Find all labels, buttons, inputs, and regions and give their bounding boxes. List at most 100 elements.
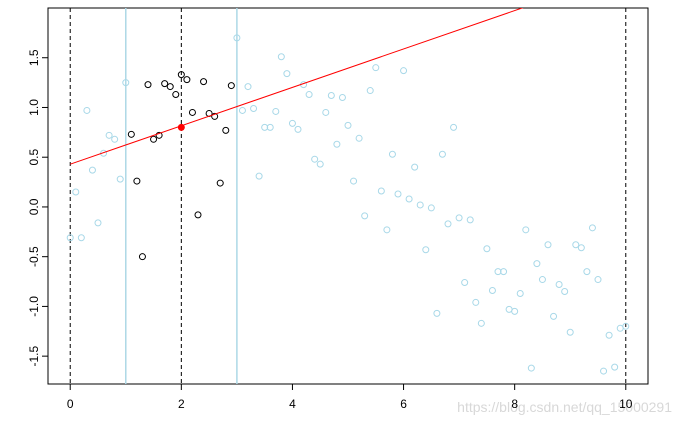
- point: [66, 234, 74, 242]
- fit-line: [70, 8, 524, 165]
- point: [438, 150, 446, 158]
- point: [483, 245, 491, 253]
- point: [461, 279, 469, 287]
- point: [172, 91, 180, 99]
- point: [522, 226, 530, 234]
- point: [405, 195, 413, 203]
- x-tick-label: 0: [67, 397, 74, 411]
- point: [138, 253, 146, 261]
- point: [244, 83, 252, 91]
- point: [111, 135, 119, 143]
- plot-frame: [47, 7, 649, 385]
- point: [500, 268, 508, 276]
- point: [311, 155, 319, 163]
- point: [588, 224, 596, 232]
- point: [433, 309, 441, 317]
- x-tick-label: 10: [619, 397, 633, 411]
- point: [200, 78, 208, 86]
- point: [77, 234, 85, 242]
- point: [344, 121, 352, 129]
- point: [555, 281, 563, 289]
- point: [277, 53, 285, 61]
- point: [122, 79, 130, 87]
- point: [161, 80, 169, 88]
- y-tick-label: 0.5: [27, 149, 41, 166]
- point: [288, 119, 296, 127]
- point: [527, 364, 535, 372]
- point: [144, 81, 152, 89]
- point: [533, 260, 541, 268]
- point: [372, 64, 380, 72]
- point: [466, 216, 474, 224]
- point: [538, 276, 546, 284]
- point: [94, 219, 102, 227]
- y-tick-label: -1.0: [27, 296, 41, 317]
- point: [350, 177, 358, 185]
- y-tick-label: -0.5: [27, 246, 41, 267]
- point: [400, 67, 408, 75]
- y-tick-label: 1.0: [27, 99, 41, 116]
- point: [394, 190, 402, 198]
- point: [361, 212, 369, 220]
- point: [150, 135, 158, 143]
- point: [316, 160, 324, 168]
- point: [222, 126, 230, 134]
- point: [488, 286, 496, 294]
- point: [583, 268, 591, 276]
- point: [550, 312, 558, 320]
- point: [155, 131, 163, 139]
- point: [233, 34, 241, 42]
- point: [566, 328, 574, 336]
- point: [327, 92, 335, 100]
- point: [177, 71, 185, 79]
- point: [411, 163, 419, 171]
- point: [72, 188, 80, 196]
- point: [238, 106, 246, 114]
- point: [427, 204, 435, 212]
- point: [600, 367, 608, 375]
- point: [450, 123, 458, 131]
- point: [416, 201, 424, 209]
- point: [255, 172, 263, 180]
- point: [166, 83, 174, 91]
- point: [444, 220, 452, 228]
- y-tick-label: 1.5: [27, 49, 41, 66]
- point: [622, 322, 630, 330]
- point: [183, 76, 191, 84]
- point: [294, 125, 302, 133]
- point: [355, 134, 363, 142]
- point: [83, 106, 91, 114]
- y-tick-label: -1.5: [27, 345, 41, 366]
- point: [188, 108, 196, 116]
- x-tick-label: 2: [178, 397, 185, 411]
- point: [272, 107, 280, 115]
- x-tick-label: 8: [511, 397, 518, 411]
- point: [88, 166, 96, 174]
- point: [194, 211, 202, 219]
- point: [388, 150, 396, 158]
- watermark: https://blog.csdn.net/qq_15000291: [457, 399, 672, 415]
- point: [105, 131, 113, 139]
- point: [227, 82, 235, 90]
- point: [116, 175, 124, 183]
- point: [283, 70, 291, 78]
- point: [572, 241, 580, 249]
- point: [377, 187, 385, 195]
- point: [577, 244, 585, 252]
- point: [561, 287, 569, 295]
- point: [211, 112, 219, 120]
- point: [511, 307, 519, 315]
- point: [333, 140, 341, 148]
- x-tick-label: 6: [400, 397, 407, 411]
- y-tick-label: 0.0: [27, 198, 41, 215]
- point: [338, 94, 346, 102]
- point: [594, 276, 602, 284]
- point: [305, 91, 313, 99]
- point: [216, 179, 224, 187]
- point: [472, 298, 480, 306]
- point: [133, 177, 141, 185]
- point: [477, 319, 485, 327]
- point: [544, 241, 552, 249]
- point: [250, 104, 258, 112]
